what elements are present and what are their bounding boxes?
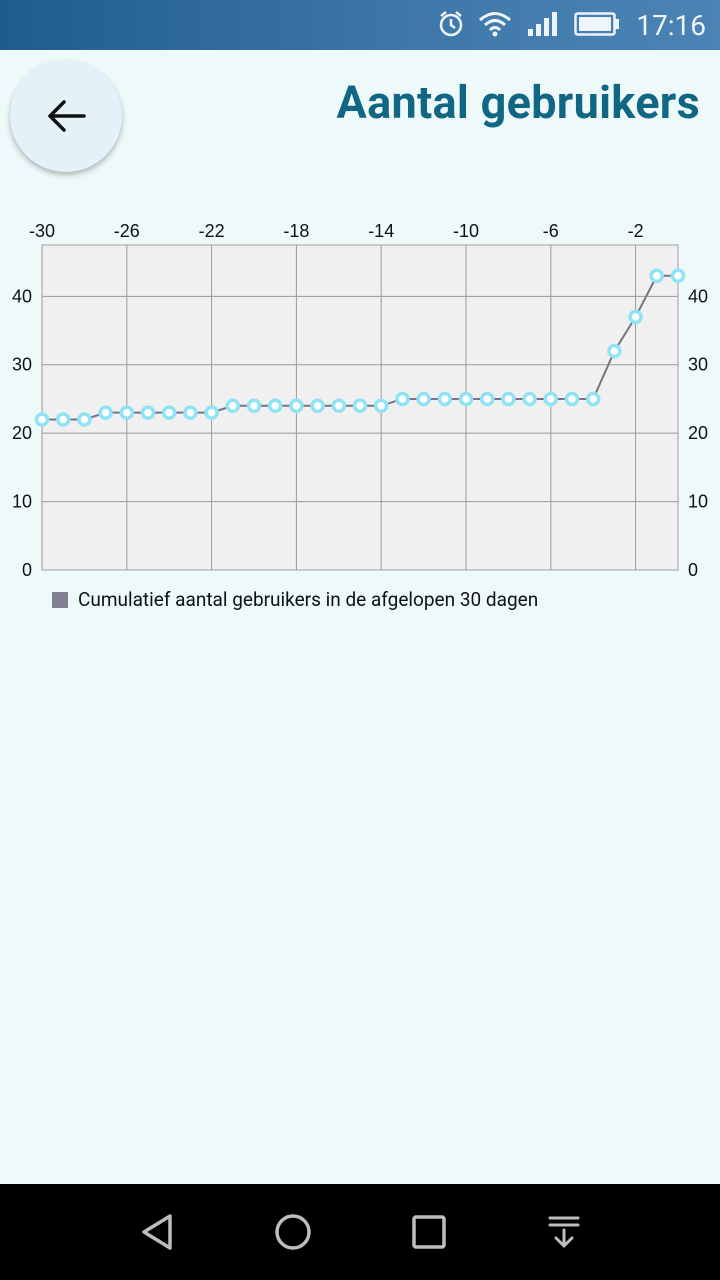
data-point [55, 412, 71, 427]
x-tick-label: -6 [543, 221, 559, 241]
nav-home-button[interactable] [243, 1184, 343, 1280]
wifi-icon [479, 12, 511, 37]
data-point [649, 268, 665, 284]
data-point [183, 405, 198, 420]
data-point [543, 391, 559, 407]
alarm-icon [439, 11, 463, 37]
nav-back-button[interactable] [108, 1184, 208, 1280]
y-tick-label-left: 0 [22, 560, 32, 580]
nav-bar [0, 1184, 720, 1280]
data-point [161, 405, 177, 420]
data-point [225, 398, 241, 414]
back-triangle-icon [142, 1214, 172, 1250]
data-point [331, 398, 347, 414]
y-tick-label-left: 40 [12, 286, 32, 306]
data-point [119, 405, 135, 420]
status-time: 17:16 [636, 9, 706, 42]
users-line-chart: -30 -26 -22 -18 -14 -10 -6 -2 0 10 20 30 40 0 10 20 30… [12, 221, 708, 580]
x-tick-label: -26 [114, 221, 140, 241]
y-tick-label-left: 20 [12, 423, 32, 443]
data-point [458, 391, 474, 407]
data-point [98, 405, 113, 420]
data-point [522, 391, 537, 407]
x-tick-label: -14 [368, 221, 394, 241]
y-tick-labels-right: 0 10 20 30 40 [688, 286, 708, 580]
data-point [670, 268, 686, 284]
data-point [416, 391, 431, 407]
data-point [267, 398, 283, 414]
page-title: Aantal gebruikers [336, 76, 700, 129]
data-point [77, 412, 92, 427]
battery-icon [574, 12, 619, 36]
data-point [373, 398, 389, 414]
grid-lines [41, 245, 678, 570]
data-point [289, 398, 304, 414]
x-tick-label: -30 [29, 221, 55, 241]
data-point [246, 398, 262, 414]
y-tick-label-left: 30 [12, 355, 32, 375]
data-point [607, 343, 622, 359]
data-point [34, 412, 50, 427]
data-point [564, 391, 580, 407]
nav-recents-button[interactable] [379, 1184, 479, 1280]
y-tick-label-right: 10 [688, 492, 708, 512]
y-tick-label-right: 20 [688, 423, 708, 443]
series-group [34, 268, 686, 427]
data-point [437, 391, 453, 407]
x-tick-labels: -30 -26 -22 -18 -14 -10 -6 -2 [29, 221, 644, 241]
x-tick-label: -2 [628, 221, 644, 241]
data-point [352, 398, 368, 414]
data-point [501, 391, 516, 407]
status-bar: 17:16 [0, 0, 720, 50]
y-tick-label-right: 30 [688, 355, 708, 375]
x-tick-label: -10 [453, 221, 479, 241]
legend-swatch [52, 591, 68, 608]
y-tick-labels-left: 0 10 20 30 40 [12, 286, 32, 580]
notification-pull-icon [548, 1216, 580, 1248]
data-point [628, 309, 643, 325]
signal-icon [528, 12, 557, 36]
y-tick-label-left: 10 [12, 492, 32, 512]
legend-label: Cumulatief aantal gebruikers in de afgel… [78, 588, 539, 611]
arrow-left-icon [48, 100, 86, 132]
chart-legend: Cumulatief aantal gebruikers in de afgel… [52, 588, 538, 611]
recents-square-icon [412, 1215, 446, 1249]
data-point [204, 405, 219, 420]
data-point [585, 391, 601, 407]
data-point [310, 398, 325, 414]
x-tick-label: -18 [283, 221, 309, 241]
y-tick-label-right: 0 [688, 560, 698, 580]
x-tick-label: -22 [199, 221, 225, 241]
y-tick-label-right: 40 [688, 286, 708, 306]
nav-notifications-button[interactable] [514, 1184, 614, 1280]
home-circle-icon [275, 1214, 311, 1250]
status-icons [438, 10, 620, 38]
data-point [479, 391, 495, 407]
data-point [395, 391, 410, 407]
data-point [140, 405, 156, 420]
back-button[interactable] [10, 60, 122, 172]
